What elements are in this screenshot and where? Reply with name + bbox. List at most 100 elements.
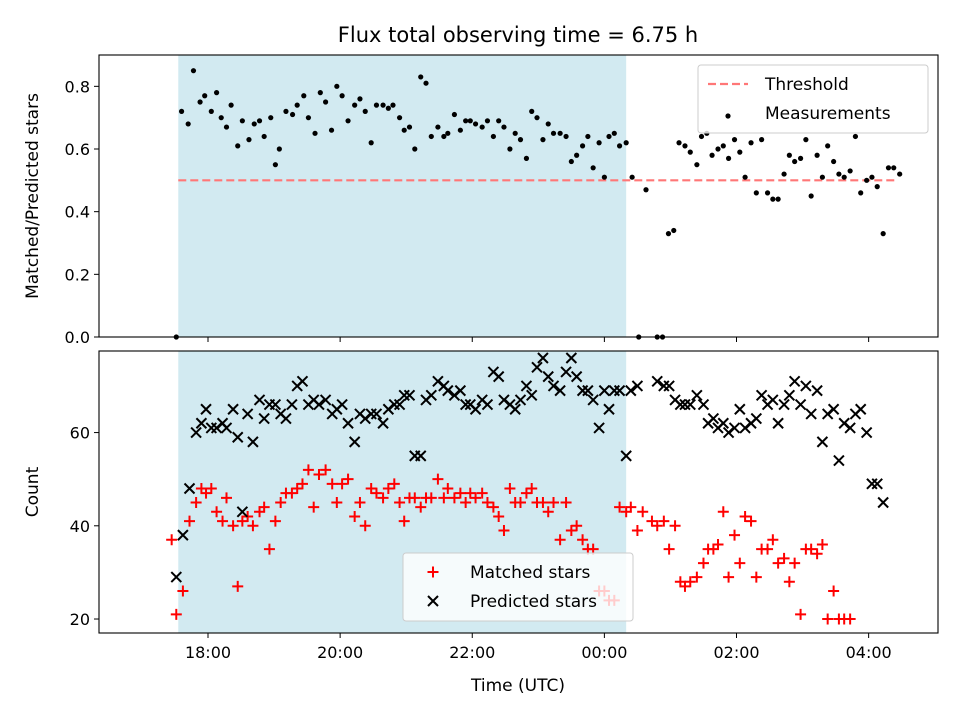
- measurement-point: [831, 158, 837, 165]
- x-tick-label: 04:00: [846, 643, 892, 662]
- legend-label: Measurements: [765, 104, 891, 124]
- predicted-star-point: [336, 398, 348, 411]
- matched-star-point: [789, 557, 801, 569]
- matched-star-point: [772, 557, 784, 569]
- matched-star-point: [342, 473, 354, 485]
- matched-star-point: [409, 492, 421, 504]
- measurement-point: [590, 165, 596, 171]
- predicted-star-point: [170, 571, 183, 583]
- predicted-star-point: [734, 403, 746, 415]
- matched-star-point: [684, 576, 696, 588]
- matched-star-point: [205, 483, 217, 495]
- matched-star-point: [326, 478, 338, 490]
- measurement-point: [463, 118, 469, 124]
- axes-frame: [98, 54, 939, 338]
- measurement-point: [742, 174, 748, 180]
- predicted-star-point: [800, 380, 812, 392]
- predicted-star-point: [200, 403, 212, 415]
- matched-star-point: [697, 557, 709, 569]
- y-tick-label: 0.6: [65, 140, 90, 159]
- measurement-point: [836, 171, 842, 177]
- measurement-point: [611, 130, 617, 136]
- matched-star-point: [308, 501, 320, 513]
- matched-star-point: [778, 552, 790, 564]
- measurement-point: [596, 140, 602, 146]
- measurement-point: [753, 190, 759, 196]
- measurement-point: [418, 74, 424, 80]
- matched-star-point: [296, 478, 308, 490]
- legend: Threshold Measurements: [697, 64, 929, 134]
- matched-star-point: [211, 506, 223, 518]
- measurement-point: [305, 115, 312, 121]
- matched-star-point: [336, 478, 348, 490]
- series-measurements: [173, 68, 903, 340]
- matched-star-point: [614, 501, 626, 513]
- measurement-point: [819, 174, 825, 180]
- predicted-star-point: [319, 394, 332, 406]
- predicted-star-point: [547, 380, 560, 392]
- measurement-point: [185, 121, 191, 127]
- predicted-star-point: [509, 403, 521, 415]
- predicted-star-point: [844, 422, 856, 434]
- predicted-star-point: [227, 403, 239, 415]
- measurement-point: [891, 165, 897, 171]
- legend: Matched stars Predicted stars: [402, 552, 634, 622]
- predicted-star-point: [663, 380, 675, 392]
- measurement-point: [261, 133, 267, 140]
- matched-star-point: [669, 520, 681, 532]
- matched-star-point: [811, 548, 823, 560]
- predicted-star-point: [183, 482, 196, 495]
- x-tick-label: 18:00: [185, 643, 231, 662]
- measurement-point: [289, 111, 296, 118]
- measurement-point: [775, 196, 781, 202]
- predicted-star-point: [707, 412, 720, 425]
- matched-star-point: [723, 571, 735, 583]
- matched-star-point: [232, 580, 244, 592]
- predicted-star-point: [717, 417, 730, 429]
- matched-star-point: [498, 524, 510, 536]
- measurement-point: [484, 118, 491, 124]
- measurement-point: [451, 111, 458, 118]
- y-axis-label: Matched/Predicted stars: [23, 93, 43, 299]
- measurement-point: [276, 146, 282, 152]
- measurement-point: [246, 137, 252, 143]
- measurement-point: [396, 115, 403, 121]
- measurement-point: [897, 171, 903, 177]
- matched-star-point: [717, 506, 729, 518]
- measurement-point: [312, 130, 318, 136]
- predicted-star-point: [258, 412, 270, 425]
- matched-star-point: [739, 510, 751, 522]
- measurement-point: [328, 127, 335, 133]
- measurement-point: [841, 174, 847, 180]
- measurement-point: [770, 196, 776, 202]
- measurement-point: [517, 137, 524, 143]
- measurement-point: [339, 93, 345, 99]
- predicted-star-point: [788, 375, 801, 388]
- matched-star-point: [217, 515, 229, 527]
- measurement-point: [540, 137, 546, 143]
- measurement-point: [665, 231, 672, 237]
- measurement-point: [385, 105, 391, 111]
- matched-star-point: [275, 496, 287, 508]
- measurement-point: [808, 193, 814, 199]
- legend-box: [697, 64, 929, 134]
- measurement-point: [557, 130, 563, 136]
- predicted-star-point: [415, 450, 427, 462]
- predicted-star-point: [620, 450, 632, 462]
- matched-star-point: [394, 496, 406, 508]
- predicted-star-point: [783, 389, 796, 401]
- predicted-star-point: [195, 417, 208, 429]
- top-panel: 0.0 0.2 0.4 0.6 0.8 Matched/Predicted stars Th…: [23, 54, 939, 347]
- predicted-star-point: [728, 422, 741, 434]
- predicted-star-point: [772, 417, 784, 429]
- matched-star-point: [734, 557, 746, 569]
- legend-box: [402, 552, 634, 622]
- legend-label: Matched stars: [470, 563, 590, 583]
- matched-star-point: [514, 496, 526, 508]
- matched-star-point: [269, 515, 281, 527]
- measurement-point: [406, 124, 413, 130]
- predicted-star-point: [236, 506, 249, 518]
- matched-star-point: [487, 501, 499, 513]
- measurement-point: [380, 102, 386, 108]
- predicted-star-point: [286, 398, 298, 411]
